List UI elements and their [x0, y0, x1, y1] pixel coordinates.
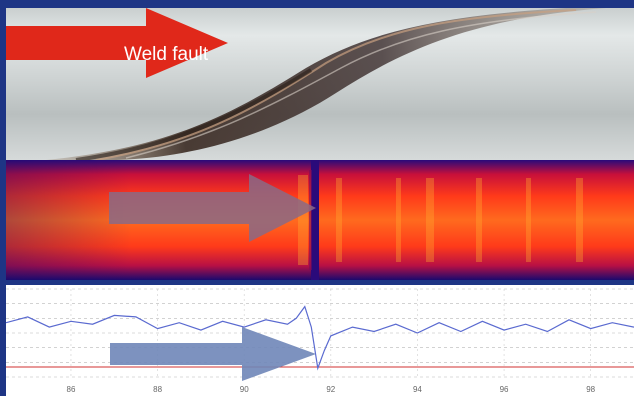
x-tick-label: 98 — [586, 385, 595, 394]
fault-arrow-red — [6, 8, 228, 78]
x-tick-label: 94 — [413, 385, 422, 394]
thermal-image — [6, 160, 634, 280]
x-tick-label: 88 — [153, 385, 162, 394]
x-tick-label: 90 — [240, 385, 249, 394]
x-tick-label: 86 — [67, 385, 76, 394]
weld-seam-image — [46, 8, 606, 160]
signal-plot: 86 88 90 92 94 96 98 — [6, 288, 634, 394]
fault-arrow-grey — [109, 174, 316, 242]
signal-chart: 86 88 90 92 94 96 98 — [6, 285, 634, 396]
x-axis-ticks: 86 88 90 92 94 96 98 — [67, 385, 596, 394]
x-tick-label: 92 — [326, 385, 335, 394]
fault-arrow-blue — [110, 327, 316, 381]
x-tick-label: 96 — [500, 385, 509, 394]
weld-photo: Weld fault — [6, 8, 634, 160]
thermal-heatmap — [6, 160, 634, 280]
signal-series-line — [6, 305, 634, 371]
weld-fault-label: Weld fault — [124, 44, 209, 65]
